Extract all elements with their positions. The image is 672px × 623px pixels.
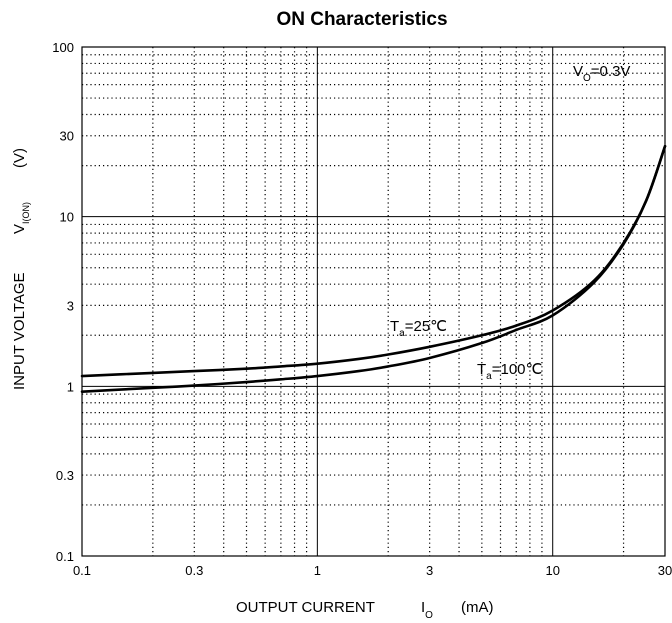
x-tick-label: 1	[314, 563, 321, 578]
series-label-100c-value: =100℃	[492, 361, 543, 378]
series-label-25c-symbol: T	[390, 318, 399, 335]
series-label-100c: Ta=100℃	[477, 361, 542, 382]
series-label-100c-subscript: a	[486, 371, 492, 382]
y-tick-label: 100	[52, 40, 74, 55]
y-axis-label: INPUT VOLTAGE VI(ON) (V)	[11, 148, 31, 390]
x-tick-label: 0.1	[73, 563, 91, 578]
series-label-100c-symbol: T	[477, 361, 486, 378]
x-tick-label: 3	[426, 563, 433, 578]
series-line-100c	[80, 144, 667, 393]
x-axis-label-main: OUTPUT CURRENT	[236, 599, 375, 616]
y-axis-label-unit: (V)	[11, 148, 28, 168]
series-label-25c-subscript: a	[399, 328, 405, 339]
x-axis-label: OUTPUT CURRENT IO (mA)	[236, 599, 494, 621]
x-tick-label: 0.3	[185, 563, 203, 578]
y-tick-label: 0.3	[56, 468, 74, 483]
plot-frame	[81, 46, 666, 557]
chart-title: ON Characteristics	[276, 9, 447, 30]
y-axis-label-symbol: V	[11, 224, 28, 234]
y-tick-label: 30	[60, 129, 74, 144]
y-axis-label-main: INPUT VOLTAGE	[11, 272, 28, 390]
y-tick-label: 10	[60, 210, 74, 225]
series-label-25c: Ta=25℃	[390, 318, 447, 339]
plot-border	[81, 46, 666, 557]
condition-symbol: V	[573, 63, 583, 80]
grid	[82, 47, 665, 556]
x-tick-label: 30	[658, 563, 672, 578]
x-axis-label-unit: (mA)	[461, 599, 494, 616]
series-label-25c-value: =25℃	[405, 318, 447, 335]
y-axis-label-subscript: I(ON)	[21, 202, 31, 224]
y-tick-label: 3	[67, 298, 74, 313]
y-tick-labels: 0.1 0.3 1 3 10 30 100	[52, 40, 74, 564]
x-axis-label-subscript: O	[425, 610, 433, 621]
x-axis-label-symbol: I	[421, 599, 425, 616]
condition-subscript: O	[583, 73, 591, 84]
x-tick-label: 10	[545, 563, 559, 578]
y-tick-label: 1	[67, 379, 74, 394]
series-line-25c	[80, 144, 667, 378]
y-tick-label: 0.1	[56, 549, 74, 564]
x-tick-labels: 0.1 0.3 1 3 10 30	[73, 563, 672, 578]
condition-value: =0.3V	[591, 63, 631, 80]
condition-label: VO=0.3V	[573, 63, 630, 84]
series-lines	[80, 144, 667, 393]
